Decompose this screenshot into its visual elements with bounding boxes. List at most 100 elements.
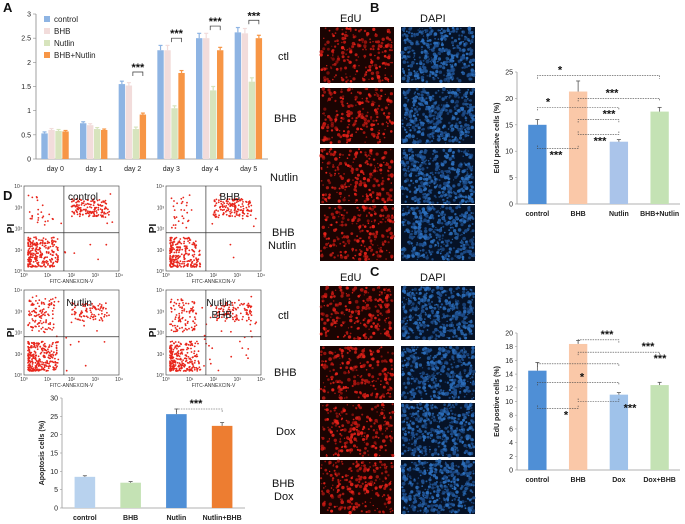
micro-c-row2-nucleus: [352, 418, 355, 421]
micro-b-row1-nucleus: [401, 138, 404, 141]
micro-c-row1-nucleus: [359, 375, 362, 378]
micro-b-row2-nucleus: [380, 172, 382, 175]
micro-b-row2-nucleus: [422, 174, 426, 177]
micro-c-row1-nucleus: [367, 380, 371, 384]
micro-b-row0-nucleus: [433, 61, 435, 64]
chart-b-bar: [568, 91, 588, 204]
micro-b-row0-nucleus: [453, 39, 458, 43]
micro-c-row2-nucleus: [435, 428, 438, 432]
micro-b-row2-nucleus: [348, 185, 350, 188]
micro-b-row3-nucleus: [380, 250, 384, 253]
micro-c-row0-nucleus: [388, 324, 391, 328]
micro-b-row0-nucleus: [411, 32, 413, 35]
micro-b-row3-nucleus: [372, 253, 375, 256]
micro-b-row1-nucleus: [342, 95, 345, 98]
micro-b-row2-nucleus: [402, 151, 407, 156]
micro-c-row0-nucleus: [390, 299, 393, 302]
micro-c-row2-nucleus: [443, 434, 447, 437]
micro-c-row2-nucleus: [426, 419, 428, 422]
micro-c-row0-nucleus: [406, 290, 409, 292]
micro-b-row0-nucleus: [429, 60, 431, 62]
micro-c-row1-nucleus: [458, 372, 462, 376]
micro-c-row2-nucleus: [417, 448, 420, 451]
micro-b-row3-nucleus: [340, 254, 342, 257]
chart-a-bar: [203, 38, 210, 159]
micro-b-row3-nucleus: [419, 214, 423, 218]
micro-b-row3-nucleus: [427, 219, 430, 222]
micro-c-row2-nucleus: [408, 422, 410, 424]
micro-c-row0-nucleus: [331, 290, 334, 293]
micro-b-row2-nucleus: [334, 172, 336, 175]
micro-b-row1-nucleus: [339, 135, 343, 139]
micro-b-row0-nucleus: [346, 48, 349, 51]
micro-b-row1-nucleus: [365, 99, 369, 103]
micro-c-row2-nucleus: [411, 449, 414, 452]
micro-c-row1-nucleus: [452, 397, 456, 400]
micro-c-row0-nucleus: [415, 306, 418, 309]
micro-b-row3-nucleus: [344, 242, 347, 245]
micro-c-row2-nucleus: [404, 414, 407, 417]
micro-c-row-bhb: BHB: [274, 367, 297, 379]
micro-c-row2-nucleus: [401, 413, 405, 417]
micro-c-row1-nucleus: [357, 354, 362, 359]
micro-b-row2-nucleus: [349, 183, 352, 186]
micro-b-row2-nucleus: [410, 172, 413, 175]
micro-c-row0-nucleus: [422, 320, 426, 324]
micro-c-row2-nucleus: [377, 436, 380, 439]
micro-c-row1-nucleus: [460, 363, 463, 367]
micro-b-row1-nucleus: [428, 114, 432, 118]
micro-b-row0-nucleus: [453, 54, 456, 57]
micro-b-row0-nucleus: [326, 40, 330, 44]
micro-b-row1-nucleus: [408, 127, 410, 129]
micro-c-row0-nucleus: [428, 302, 431, 306]
micro-b-row2-nucleus: [417, 184, 421, 188]
micro-b-row0-nucleus: [332, 54, 334, 56]
micro-c-row0-nucleus: [420, 309, 425, 313]
micro-b-row3-nucleus: [391, 232, 393, 234]
micro-b-row3-nucleus: [325, 237, 328, 240]
micro-b-row2-nucleus: [446, 153, 450, 157]
micro-b-row0-nucleus: [428, 58, 431, 60]
micro-c-row3-nucleus: [330, 487, 333, 489]
micro-c-row2-nucleus: [437, 416, 442, 420]
micro-b-row1-nucleus: [357, 115, 361, 118]
micro-c-row3-nucleus: [429, 492, 432, 495]
micro-c-row0-nucleus: [449, 318, 452, 321]
micro-b-row0-nucleus: [411, 60, 415, 65]
micro-c-row1-nucleus: [459, 371, 461, 373]
micro-b-row3-nucleus: [343, 251, 346, 254]
micro-b-row3-nucleus: [374, 239, 376, 241]
micro-c-row1-nucleus: [407, 371, 411, 376]
micro-b-row1-nucleus: [447, 91, 451, 94]
micro-b-row2-nucleus: [373, 169, 377, 173]
micro-c-row0-nucleus: [319, 305, 323, 309]
micro-b-row3-nucleus: [454, 232, 458, 236]
micro-b-row0-nucleus: [425, 80, 429, 83]
micro-b-row0-nucleus: [445, 64, 447, 66]
micro-b-row2-nucleus: [464, 200, 468, 204]
chart-a-sig-bracket: [132, 71, 144, 76]
micro-c-row3-nucleus: [324, 460, 327, 463]
micro-c-row3-nucleus: [320, 477, 323, 480]
micro-c-row0-nucleus: [319, 332, 323, 336]
micro-c-row0-nucleus: [407, 332, 410, 335]
micro-c-row3-nucleus: [349, 490, 352, 494]
micro-c-row0-nucleus: [361, 306, 366, 310]
micro-c-row0-nucleus: [470, 289, 473, 292]
micro-c-row2-nucleus: [382, 406, 385, 409]
micro-b-row3-nucleus: [470, 231, 472, 233]
micro-b-row1-nucleus: [463, 106, 465, 108]
micro-b-row0-nucleus: [368, 78, 370, 80]
micro-b-row0-nucleus: [375, 66, 378, 70]
micro-c-row1-nucleus: [371, 375, 375, 379]
micro-c-row1-nucleus: [366, 360, 369, 364]
micro-b-row2-nucleus: [471, 185, 474, 188]
micro-c-row1-nucleus: [435, 361, 437, 363]
micro-b-row0-nucleus: [365, 71, 368, 74]
micro-c-row0-nucleus: [468, 321, 470, 323]
micro-c-row2-nucleus: [411, 413, 415, 416]
micro-b-row3-nucleus: [419, 249, 422, 252]
micro-b-row1-nucleus: [345, 134, 350, 138]
micro-b-row0-nucleus: [337, 42, 340, 46]
chart-b-ylabel: EdU positve cells (%): [494, 103, 501, 174]
